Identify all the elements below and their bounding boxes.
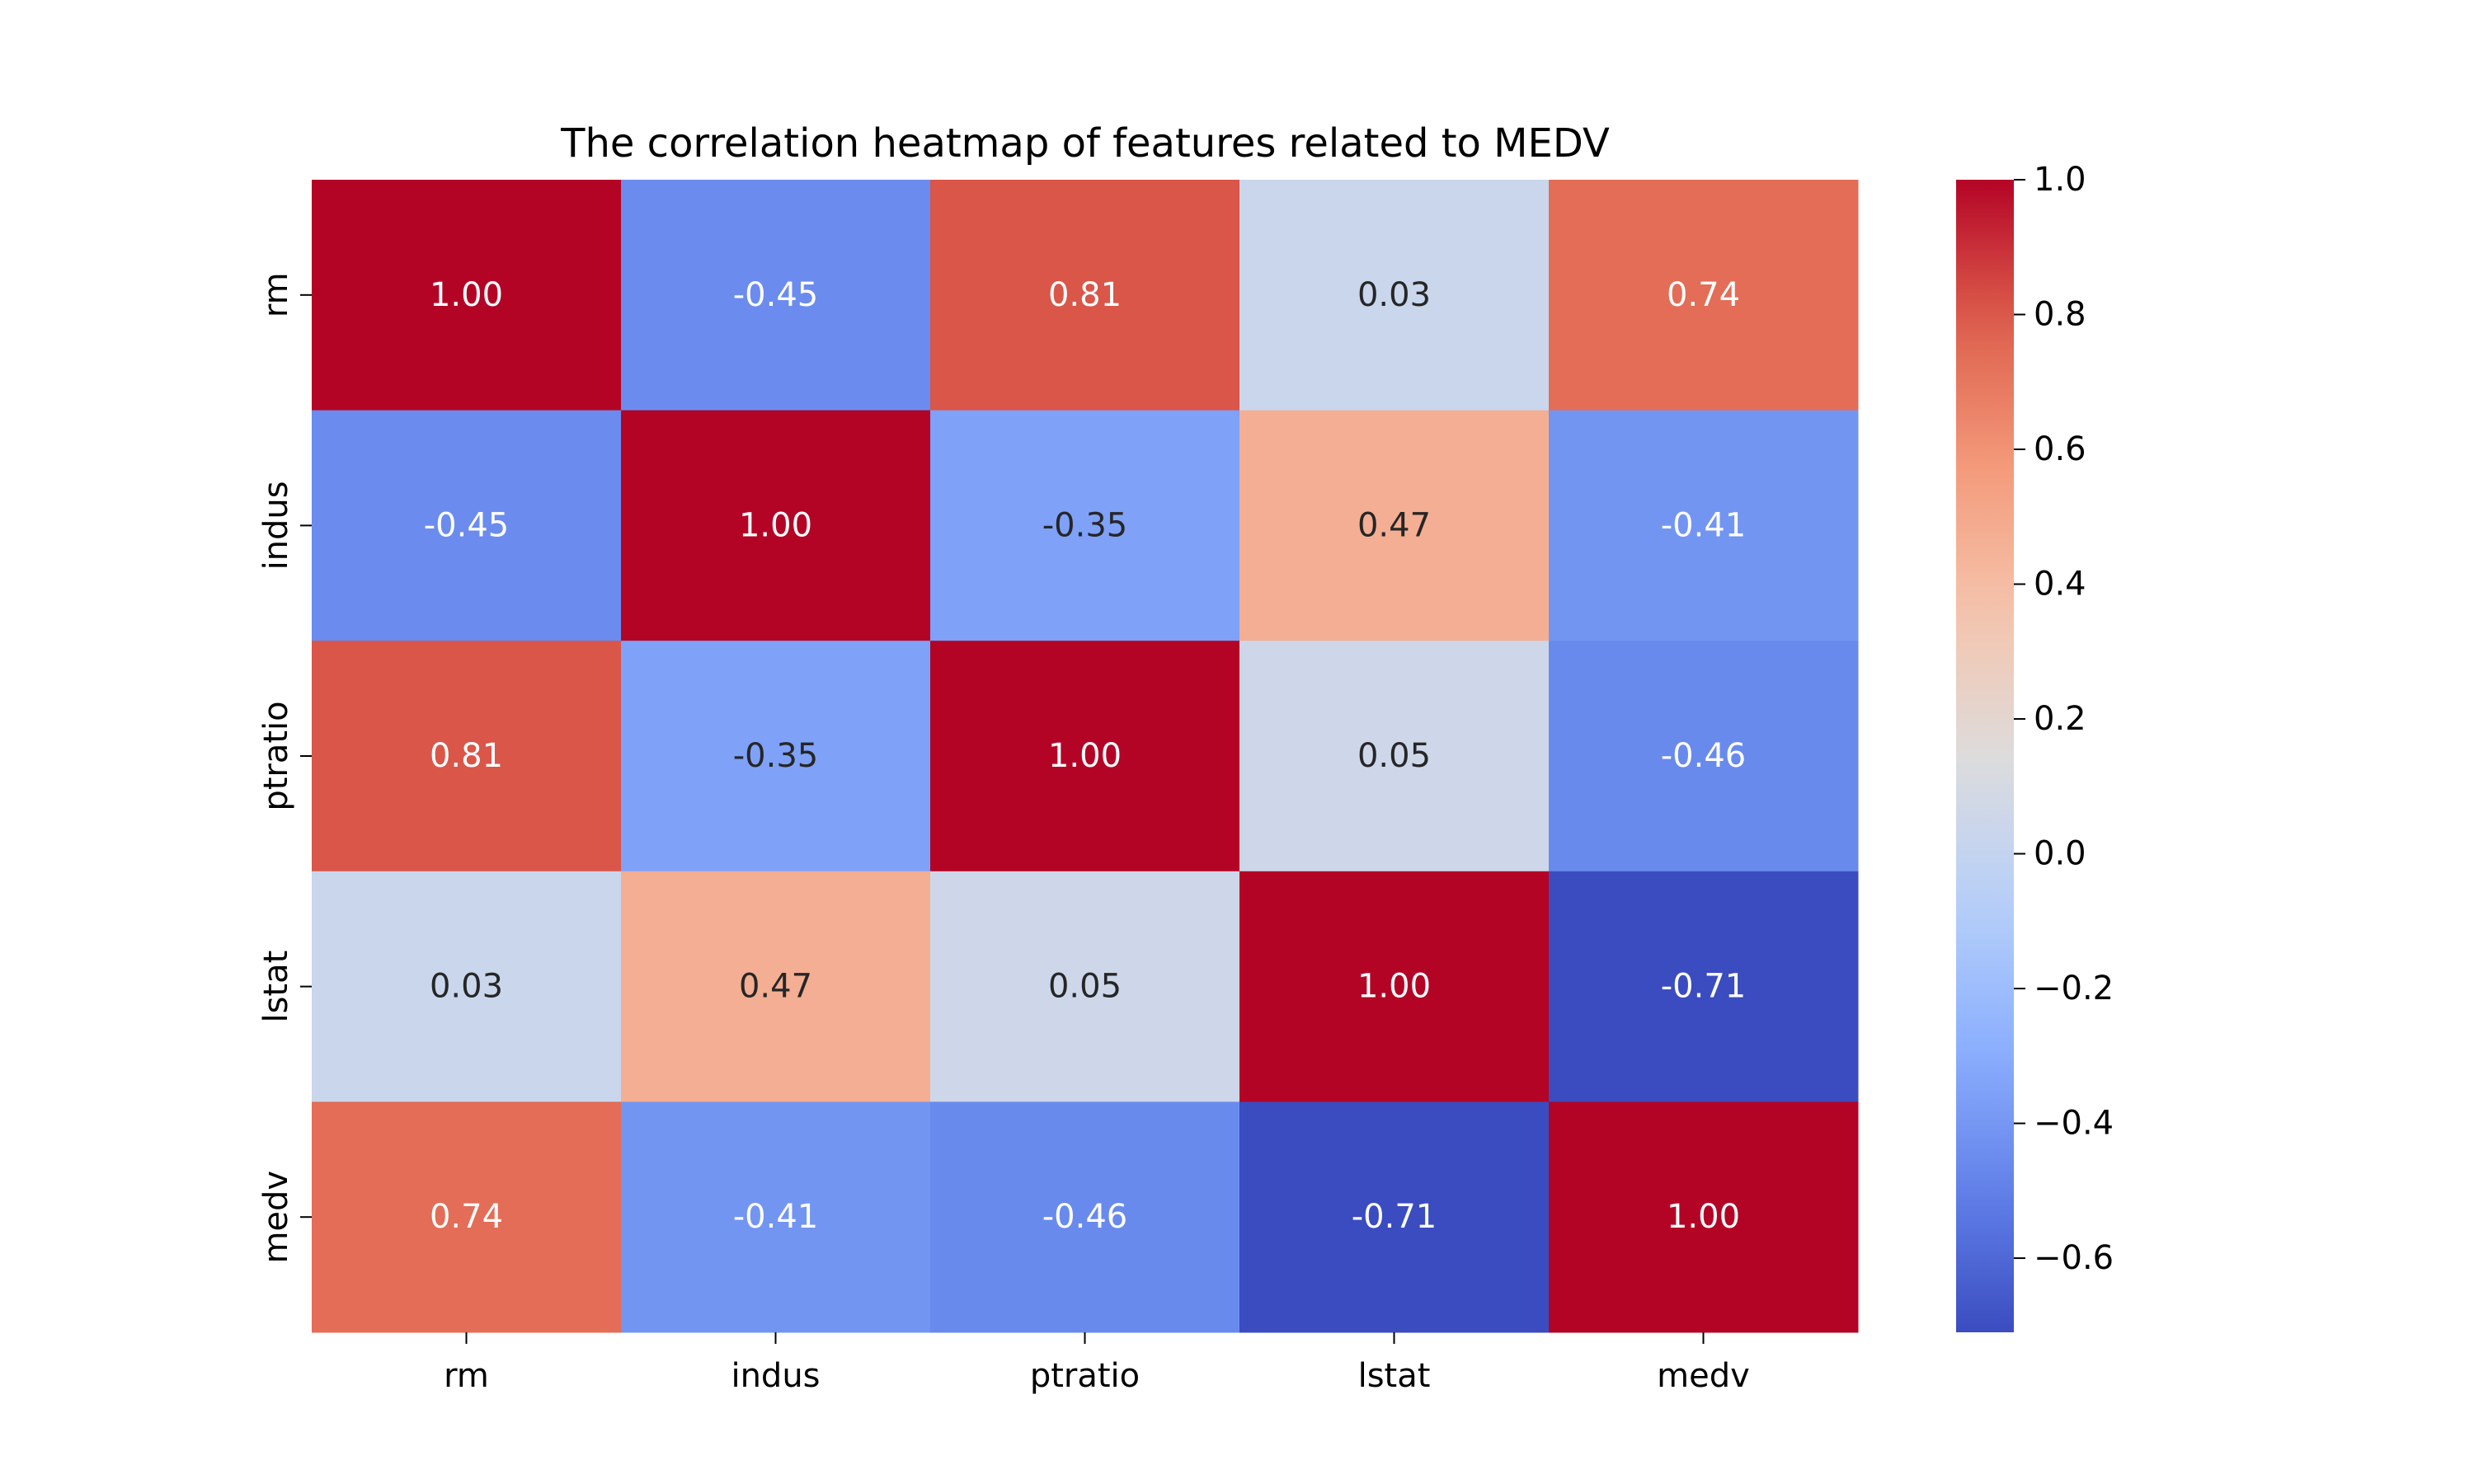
cell-value-label: -0.46 <box>1042 1198 1128 1236</box>
cell-value-label: 0.47 <box>1357 506 1431 544</box>
y-tick-label: indus <box>257 481 295 570</box>
colorbar-tick-label: 0.8 <box>2034 296 2086 334</box>
cell-value-label: 0.81 <box>430 737 503 775</box>
cell-annotations: 1.00 -0.45 0.81 0.03 0.74 -0.45 1.00 -0.35 0.47 -… <box>424 276 1747 1236</box>
heatmap-cell <box>1239 1101 1550 1333</box>
x-tick-label: lstat <box>1358 1357 1431 1395</box>
cell-value-label: 1.00 <box>1667 1198 1740 1236</box>
colorbar-tick-label: −0.6 <box>2034 1239 2114 1277</box>
colorbar-tick-label: 0.2 <box>2034 700 2086 738</box>
colorbar-tick-label: −0.2 <box>2034 970 2114 1007</box>
heatmap-cell <box>1549 1101 1859 1333</box>
heatmap-cell <box>621 410 931 641</box>
cell-value-label: 1.00 <box>430 276 503 314</box>
y-axis: rm indus ptratio lstat medv <box>257 272 312 1264</box>
x-tick-label: rm <box>444 1357 489 1395</box>
x-axis: rm indus ptratio lstat medv <box>444 1332 1750 1395</box>
cell-value-label: -0.35 <box>1042 506 1128 544</box>
heatmap-cell <box>930 180 1240 411</box>
colorbar-tick-label: 0.6 <box>2034 430 2086 468</box>
cell-value-label: -0.45 <box>424 506 510 544</box>
colorbar-tick-label: 1.0 <box>2034 161 2086 199</box>
cell-value-label: 0.74 <box>430 1198 503 1236</box>
heatmap-cell <box>621 641 931 872</box>
colorbar-gradient <box>1956 180 2014 1332</box>
colorbar-tick-label: −0.4 <box>2034 1105 2114 1143</box>
y-tick-label: medv <box>257 1171 295 1264</box>
x-tick-label: ptratio <box>1030 1357 1140 1395</box>
heatmap-cell <box>312 871 622 1102</box>
cell-value-label: -0.41 <box>1661 506 1747 544</box>
y-tick-label: rm <box>257 272 295 317</box>
heatmap-cell <box>621 1101 931 1333</box>
heatmap-cell <box>1239 641 1550 872</box>
cell-value-label: 1.00 <box>739 506 812 544</box>
heatmap-cell <box>312 1101 622 1333</box>
heatmap-cell <box>930 641 1240 872</box>
heatmap-cell <box>1549 180 1859 411</box>
heatmap-cell <box>1239 180 1550 411</box>
heatmap-cells <box>312 180 1859 1333</box>
heatmap-cell <box>1239 410 1550 641</box>
x-tick-label: indus <box>731 1357 820 1395</box>
cell-value-label: -0.71 <box>1661 968 1747 1006</box>
cell-value-label: -0.46 <box>1661 737 1747 775</box>
cell-value-label: -0.45 <box>733 276 819 314</box>
chart-title: The correlation heatmap of features rela… <box>560 120 1610 167</box>
y-tick-label: lstat <box>257 951 295 1023</box>
heatmap-cell <box>1549 641 1859 872</box>
colorbar-tick-label: 0.4 <box>2034 566 2086 603</box>
heatmap-cell <box>930 871 1240 1102</box>
cell-value-label: 1.00 <box>1357 968 1431 1006</box>
cell-value-label: -0.41 <box>733 1198 819 1236</box>
heatmap-cell <box>621 180 931 411</box>
cell-value-label: 0.03 <box>1357 276 1431 314</box>
heatmap-cell <box>1239 871 1550 1102</box>
colorbar: 1.0 0.8 0.6 0.4 0.2 0.0 −0.2 −0.4 −0.6 <box>1956 161 2114 1332</box>
y-tick-label: ptratio <box>257 701 295 810</box>
cell-value-label: -0.71 <box>1352 1198 1437 1236</box>
cell-value-label: 0.47 <box>739 968 812 1006</box>
cell-value-label: 0.05 <box>1048 968 1122 1006</box>
x-tick-label: medv <box>1657 1357 1750 1395</box>
heatmap-cell <box>312 641 622 872</box>
cell-value-label: 1.00 <box>1048 737 1122 775</box>
heatmap-cell <box>930 1101 1240 1333</box>
heatmap-cell <box>312 180 622 411</box>
cell-value-label: 0.03 <box>430 968 503 1006</box>
heatmap-cell <box>1549 410 1859 641</box>
cell-value-label: -0.35 <box>733 737 819 775</box>
cell-value-label: 0.05 <box>1357 737 1431 775</box>
colorbar-tick-label: 0.0 <box>2034 835 2086 873</box>
cell-value-label: 0.81 <box>1048 276 1122 314</box>
heatmap-cell <box>621 871 931 1102</box>
heatmap-cell <box>930 410 1240 641</box>
heatmap-cell <box>1549 871 1859 1102</box>
heatmap-cell <box>312 410 622 641</box>
cell-value-label: 0.74 <box>1667 276 1740 314</box>
